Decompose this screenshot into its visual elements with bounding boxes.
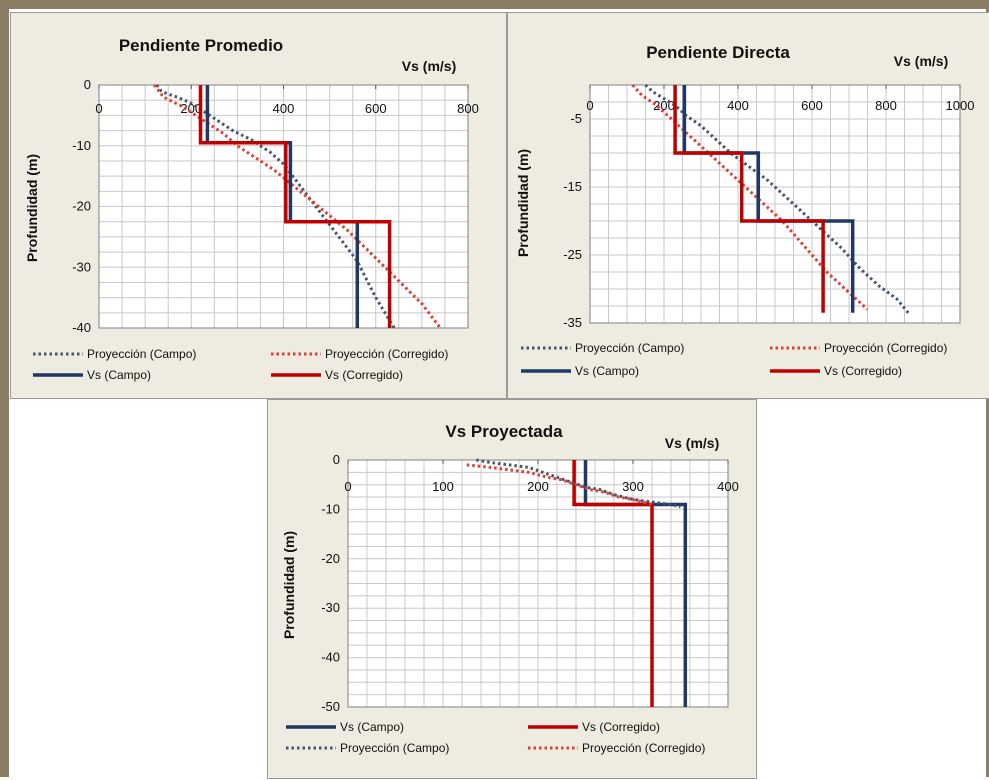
- x-tick-label: 600: [801, 98, 823, 113]
- x-tick-label: 1000: [946, 98, 975, 113]
- series-line-proyeccion-campo: [476, 458, 681, 509]
- x-tick-label: 800: [875, 98, 897, 113]
- chart-panel-pendiente-directa: 0 200 400 600 800 1000 -5 -15 -25 -35 Pendiente Di…: [507, 12, 989, 399]
- grid: [589, 84, 961, 324]
- series-line-vs-corregido: [198, 85, 392, 328]
- y-tick-label: -40: [321, 650, 340, 665]
- x-tick-label: 300: [622, 479, 644, 494]
- y-tick-label: -25: [563, 247, 582, 262]
- y-tick-label: -40: [72, 320, 91, 335]
- x-axis-label: Vs (m/s): [665, 435, 719, 451]
- legend: Proyección (Campo) Proyección (Corregido)…: [521, 341, 947, 378]
- series-line-vs-campo: [205, 85, 360, 328]
- x-tick-label: 100: [432, 479, 454, 494]
- series-layer: [153, 84, 442, 329]
- legend-label-vs-corregido: Vs (Corregido): [582, 720, 660, 734]
- chart-pendiente-promedio: 0 200 400 600 800 0 -10 -20 -30 -40 Pendiente Prom…: [24, 36, 479, 382]
- series-line-proyeccion-corregido: [631, 83, 869, 311]
- x-tick-label: 0: [95, 101, 102, 116]
- series-line-proyeccion-corregido: [153, 84, 442, 329]
- x-axis-label: Vs (m/s): [894, 53, 948, 69]
- y-tick-label: -10: [72, 138, 91, 153]
- y-tick-label: -5: [570, 111, 582, 126]
- legend: Proyección (Campo) Proyección (Corregido)…: [33, 347, 448, 382]
- plot-border: [589, 84, 961, 324]
- legend-label-vs-corregido: Vs (Corregido): [824, 364, 902, 378]
- y-tick-label: -10: [321, 501, 340, 516]
- legend-label-proyeccion-campo: Proyección (Campo): [340, 741, 449, 755]
- x-tick-label: 400: [273, 101, 295, 116]
- y-tick-label: -20: [321, 551, 340, 566]
- legend-label-vs-campo: Vs (Campo): [340, 720, 404, 734]
- y-tick-label: -35: [563, 315, 582, 330]
- chart-panel-vs-proyectada: 0 100 200 300 400 0 -10 -20 -30 -40 -50 Vs Proyecta…: [267, 399, 757, 779]
- legend: Vs (Campo) Vs (Corregido) Proyección (Camp…: [286, 720, 705, 755]
- y-tick-label: -30: [321, 600, 340, 615]
- y-tick-label: 0: [84, 77, 91, 92]
- y-tick-label: -15: [563, 179, 582, 194]
- legend-label-proyeccion-campo: Proyección (Campo): [87, 347, 196, 361]
- chart-title: Vs Proyectada: [445, 422, 563, 441]
- legend-label-vs-corregido: Vs (Corregido): [325, 368, 403, 382]
- x-axis-label: Vs (m/s): [402, 58, 456, 74]
- chart-title: Pendiente Directa: [646, 43, 790, 62]
- y-axis-label: Profundidad (m): [281, 531, 297, 639]
- legend-label-proyeccion-campo: Proyección (Campo): [575, 341, 684, 355]
- x-tick-label: 400: [727, 98, 749, 113]
- y-tick-label: -30: [72, 259, 91, 274]
- y-tick-label: -50: [321, 699, 340, 714]
- chart-panel-pendiente-promedio: 0 200 400 600 800 0 -10 -20 -30 -40 Pendiente Prom…: [10, 12, 507, 399]
- x-tick-label: 0: [344, 479, 351, 494]
- x-tick-label: 200: [527, 479, 549, 494]
- x-tick-label: 800: [457, 101, 479, 116]
- series-line-proyeccion-corregido: [466, 463, 653, 506]
- legend-label-vs-campo: Vs (Campo): [87, 368, 151, 382]
- legend-label-proyeccion-corregido: Proyección (Corregido): [582, 741, 705, 755]
- legend-label-vs-campo: Vs (Campo): [575, 364, 639, 378]
- series-line-vs-corregido: [673, 85, 825, 313]
- y-axis-label: Profundidad (m): [515, 149, 531, 257]
- chart-vs-proyectada: 0 100 200 300 400 0 -10 -20 -30 -40 -50 Vs Proyecta…: [281, 422, 739, 755]
- chart-title: Pendiente Promedio: [119, 36, 283, 55]
- legend-label-proyeccion-corregido: Proyección (Corregido): [325, 347, 448, 361]
- x-tick-label: 400: [717, 479, 739, 494]
- series-layer: [631, 83, 910, 314]
- y-tick-label: -20: [72, 199, 91, 214]
- grid: [347, 459, 729, 708]
- y-axis-label: Profundidad (m): [24, 154, 40, 262]
- y-tick-label: 0: [333, 452, 340, 467]
- x-tick-label: 200: [180, 101, 202, 116]
- legend-label-proyeccion-corregido: Proyección (Corregido): [824, 341, 947, 355]
- x-tick-label: 0: [586, 98, 593, 113]
- series-layer: [466, 458, 688, 707]
- series-line-vs-campo: [682, 85, 855, 313]
- x-tick-label: 600: [365, 101, 387, 116]
